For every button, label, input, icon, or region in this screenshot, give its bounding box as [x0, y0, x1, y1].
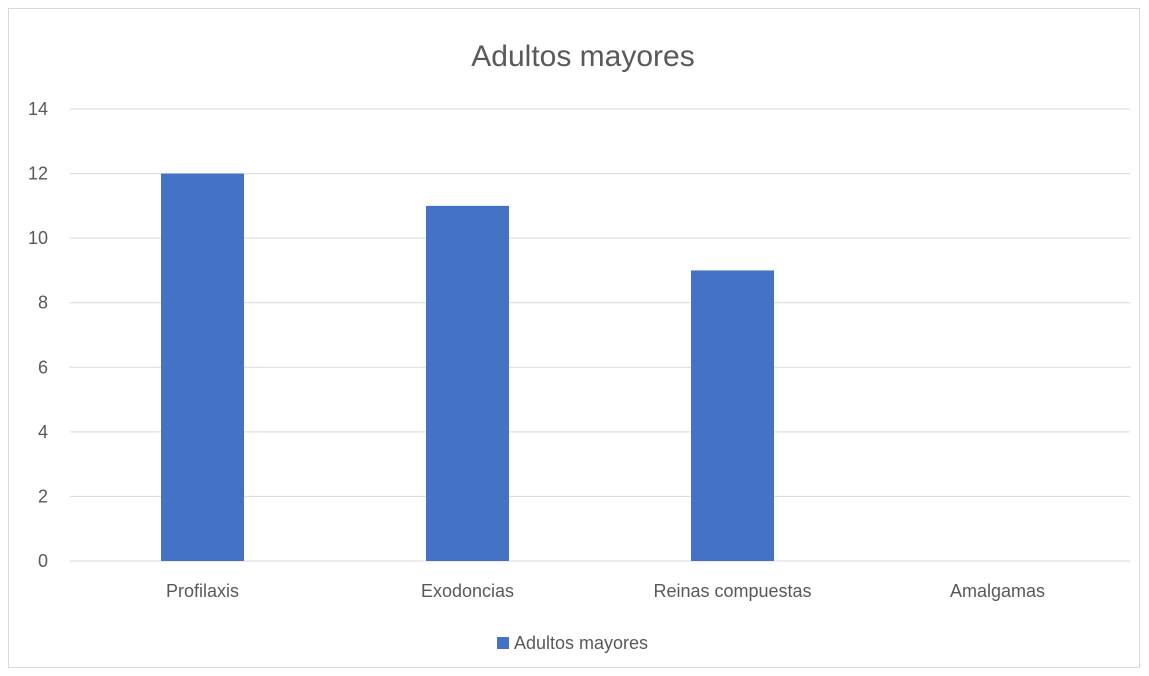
y-tick-label: 8	[38, 293, 48, 313]
chart-title: Adultos mayores	[471, 40, 694, 73]
legend-swatch	[497, 637, 509, 649]
bar	[691, 270, 774, 561]
x-tick-label: Reinas compuestas	[653, 581, 811, 601]
y-tick-label: 14	[28, 99, 48, 119]
y-tick-label: 2	[38, 486, 48, 506]
x-tick-label: Profilaxis	[166, 581, 239, 601]
bar	[426, 205, 509, 561]
bar	[161, 173, 244, 562]
y-tick-label: 4	[38, 422, 48, 442]
legend-label: Adultos mayores	[514, 633, 648, 653]
bars	[161, 173, 774, 562]
x-tick-label: Amalgamas	[950, 581, 1045, 601]
y-tick-label: 10	[28, 228, 48, 248]
x-axis-ticks: Profilaxis Exodoncias Reinas compuestas Ama…	[166, 581, 1045, 601]
y-axis-ticks: 0 2 4 6 8 10 12 14	[28, 99, 48, 571]
legend: Adultos mayores	[497, 633, 648, 653]
y-tick-label: 12	[28, 164, 48, 184]
y-tick-label: 0	[38, 551, 48, 571]
x-tick-label: Exodoncias	[421, 581, 514, 601]
y-tick-label: 6	[38, 357, 48, 377]
gridlines	[70, 108, 1130, 562]
